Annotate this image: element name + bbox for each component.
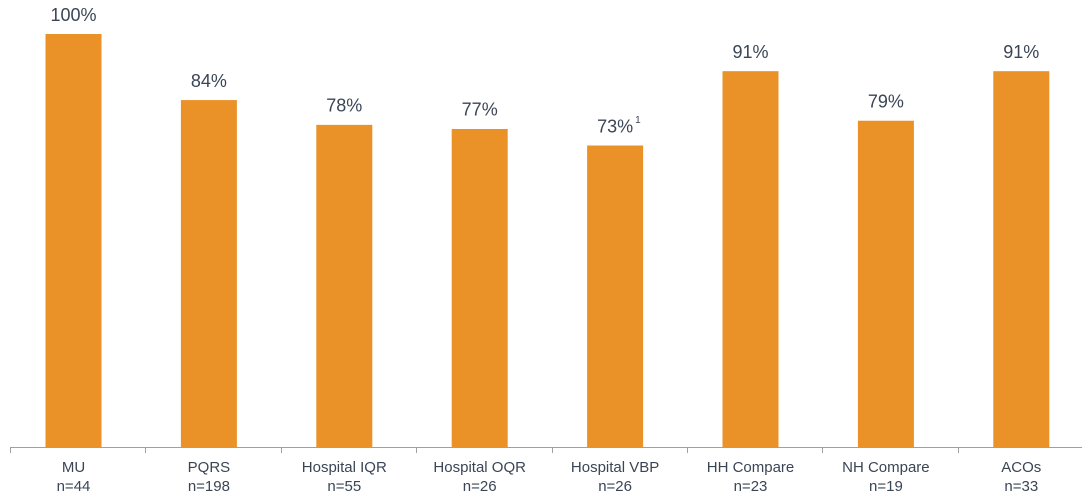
sample-size-label: n=33 — [1004, 478, 1038, 495]
bar — [45, 34, 102, 447]
x-tick-label: PQRS — [188, 459, 231, 476]
sample-size-label: n=19 — [869, 478, 903, 495]
value-label: 77% — [462, 100, 498, 120]
value-footnote: 1 — [635, 115, 641, 126]
x-tick-label: ACOs — [1001, 459, 1041, 476]
bar — [857, 120, 914, 447]
sample-size-label: n=26 — [598, 478, 632, 495]
x-tick-label: NH Compare — [842, 459, 930, 476]
value-label: 91% — [732, 42, 768, 62]
x-tick-label: Hospital VBP — [571, 459, 659, 476]
sample-size-label: n=44 — [57, 478, 91, 495]
bar — [180, 100, 237, 447]
value-label: 84% — [191, 71, 227, 91]
sample-size-label: n=198 — [188, 478, 230, 495]
bar — [993, 71, 1050, 448]
x-tick-label: MU — [62, 459, 85, 476]
sample-size-label: n=23 — [734, 478, 768, 495]
sample-size-label: n=55 — [327, 478, 361, 495]
x-tick-label: Hospital OQR — [433, 459, 526, 476]
bar — [587, 145, 644, 447]
bar — [722, 71, 779, 448]
sample-size-label: n=26 — [463, 478, 497, 495]
x-tick-label: Hospital IQR — [302, 459, 387, 476]
value-label: 79% — [868, 91, 904, 111]
value-label: 78% — [326, 96, 362, 116]
value-label: 100% — [50, 5, 96, 25]
x-tick-label: HH Compare — [707, 459, 795, 476]
bar — [316, 124, 373, 448]
bar — [451, 128, 508, 448]
value-label: 73% — [597, 116, 633, 136]
value-label: 91% — [1003, 42, 1039, 62]
